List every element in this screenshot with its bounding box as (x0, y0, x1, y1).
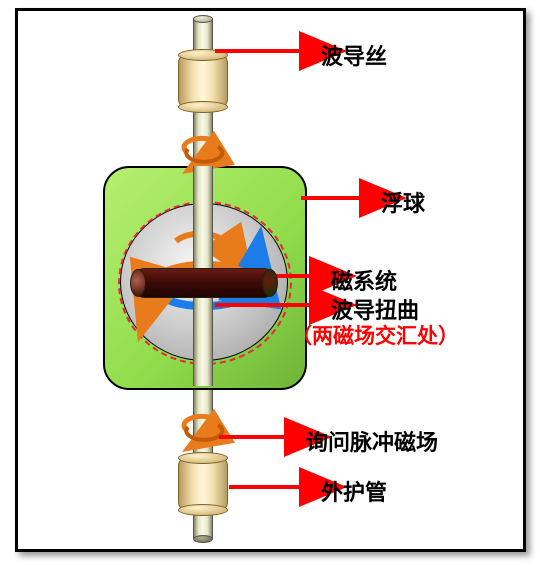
label-magnet-system: 磁系统 (331, 264, 397, 296)
diagram-inner: 波导丝 浮球 磁系统 波导扭曲 （两磁场交汇处） 询问脉冲磁场 外护管 (18, 11, 523, 549)
label-field-intersection: （两磁场交汇处） (291, 320, 459, 350)
label-interrogation-pulse: 询问脉冲磁场 (306, 425, 438, 457)
rod-cap-top (193, 15, 213, 23)
outer-tube-top (178, 53, 228, 109)
magnet-bar (131, 268, 277, 298)
diagram-stage: 波导丝 浮球 磁系统 波导扭曲 （两磁场交汇处） 询问脉冲磁场 外护管 (0, 0, 540, 565)
rod-cap-bottom (193, 535, 213, 543)
label-float: 浮球 (381, 186, 425, 218)
outer-tube-bottom (178, 456, 228, 512)
label-waveguide-wire: 波导丝 (321, 39, 387, 71)
label-outer-tube: 外护管 (321, 475, 387, 507)
frame: 波导丝 浮球 磁系统 波导扭曲 （两磁场交汇处） 询问脉冲磁场 外护管 (15, 8, 526, 552)
